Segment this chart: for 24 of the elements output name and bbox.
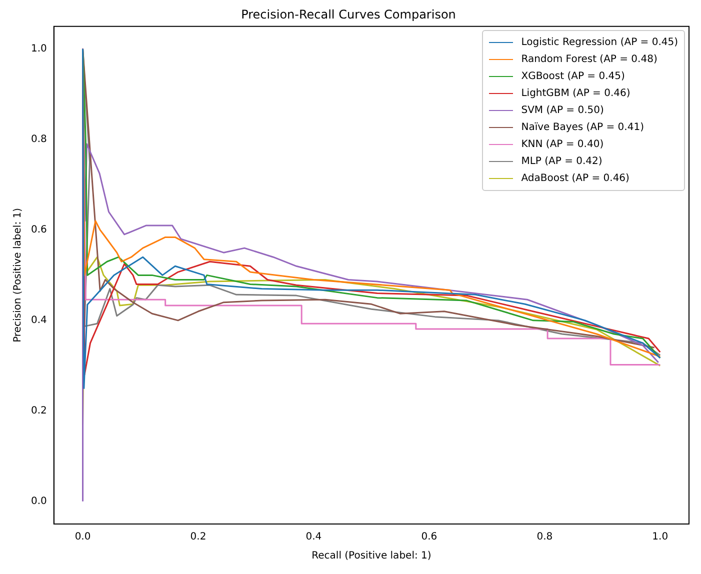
x-tick-label: 0.2 xyxy=(190,532,206,543)
y-tick-label: 0.8 xyxy=(30,134,47,146)
y-tick-label: 0.0 xyxy=(30,496,47,507)
y-tick-label: 0.4 xyxy=(30,315,47,326)
x-tick-label: 0.6 xyxy=(421,532,438,543)
legend-label: XGBoost (AP = 0.45) xyxy=(521,71,625,82)
legend-label: AdaBoost (AP = 0.46) xyxy=(521,173,630,184)
x-tick-label: 0.0 xyxy=(74,532,91,543)
y-tick-label: 1.0 xyxy=(30,44,47,55)
legend-label: LightGBM (AP = 0.46) xyxy=(521,88,630,100)
y-axis-title: Precision (Positive label: 1) xyxy=(12,208,24,342)
chart-title: Precision-Recall Curves Comparison xyxy=(241,7,456,22)
x-axis-title: Recall (Positive label: 1) xyxy=(312,550,432,562)
legend-label: Logistic Regression (AP = 0.45) xyxy=(521,37,678,48)
legend-label: Random Forest (AP = 0.48) xyxy=(521,54,658,66)
y-tick-label: 0.2 xyxy=(30,406,47,417)
legend-label: KNN (AP = 0.40) xyxy=(521,139,604,150)
legend-label: MLP (AP = 0.42) xyxy=(521,156,602,168)
x-tick-label: 0.8 xyxy=(536,532,553,543)
legend-label: SVM (AP = 0.50) xyxy=(521,105,604,116)
legend-label: Naïve Bayes (AP = 0.41) xyxy=(521,122,644,134)
y-tick-label: 0.6 xyxy=(30,224,47,236)
x-tick-label: 1.0 xyxy=(652,532,668,543)
x-tick-label: 0.4 xyxy=(306,532,322,543)
